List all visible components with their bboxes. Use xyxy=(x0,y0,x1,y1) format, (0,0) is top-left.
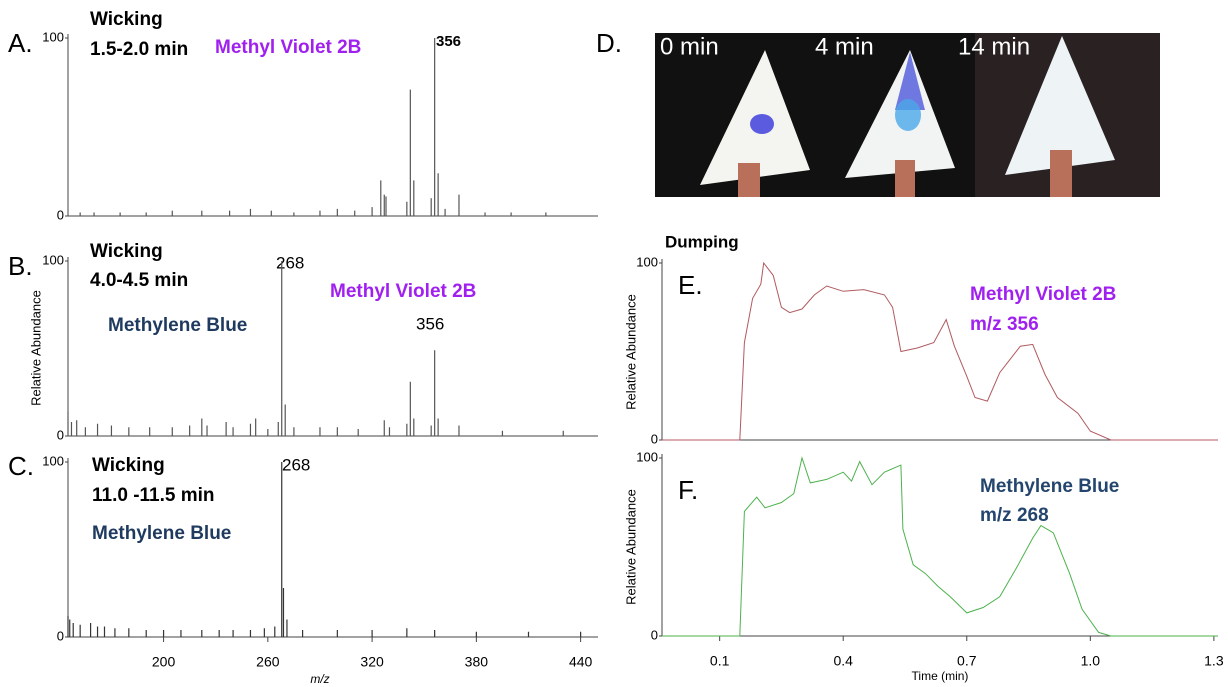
annotation: m/z 268 xyxy=(980,505,1049,526)
x-tick-label: 1.3 xyxy=(1204,653,1224,669)
y-tick-label: 0 xyxy=(57,628,64,643)
annotation: 1.5-2.0 min xyxy=(90,39,188,60)
x-tick-label: 0.1 xyxy=(710,653,730,669)
annotation: 11.0 -11.5 min xyxy=(92,485,215,506)
photo-panel: D. 0 min 4 min 14 min xyxy=(596,28,1160,197)
y-axis-label: Relative Abundance xyxy=(28,290,43,406)
y-tick-label: 100 xyxy=(42,453,64,468)
annotation: Methyl Violet 2B xyxy=(215,37,361,58)
y-tick-label: 0 xyxy=(57,427,64,442)
x-axis-label: m/z xyxy=(310,672,329,686)
annotation: 4.0-4.5 min xyxy=(90,270,188,291)
frame-label: 14 min xyxy=(958,33,1030,60)
x-axis-label: Time (min) xyxy=(912,669,969,683)
annotation: Wicking xyxy=(90,9,163,30)
paper-holder xyxy=(738,163,760,197)
panel-label: D. xyxy=(596,28,622,58)
annotation: 268 xyxy=(282,455,310,474)
frame-label: 4 min xyxy=(815,33,874,60)
x-tick-label: 380 xyxy=(465,654,489,670)
trace xyxy=(662,261,1218,441)
x-tick-label: 200 xyxy=(152,654,176,670)
y-axis-label: Relative Abundance xyxy=(623,489,638,605)
annotation: Methyl Violet 2B xyxy=(330,281,476,302)
x-tick-label: 0.7 xyxy=(957,653,977,669)
trace xyxy=(662,456,1218,637)
panel-label: E. xyxy=(678,270,703,300)
annotation: Methylene Blue xyxy=(980,476,1119,497)
y-tick-label: 0 xyxy=(651,431,658,446)
panel-label: B. xyxy=(8,251,33,281)
dye-front xyxy=(895,52,925,110)
x-tick-label: 440 xyxy=(569,654,593,670)
panel-title: Dumping xyxy=(665,232,739,251)
x-tick-label: 1.0 xyxy=(1081,653,1101,669)
x-tick-label: 0.4 xyxy=(833,653,853,669)
y-tick-label: 0 xyxy=(651,627,658,642)
annotation: Wicking xyxy=(92,455,165,476)
y-axis-label: Relative Abundance xyxy=(623,294,638,410)
x-tick-label: 320 xyxy=(360,654,384,670)
paper-triangle xyxy=(1005,36,1115,175)
annotation: m/z 356 xyxy=(970,314,1039,335)
annotation: Methyl Violet 2B xyxy=(970,284,1116,305)
y-tick-label: 100 xyxy=(42,252,64,267)
annotation: 356 xyxy=(416,314,444,333)
annotation: 268 xyxy=(276,253,304,272)
dye-spot xyxy=(750,114,774,134)
panel-label: C. xyxy=(8,451,34,481)
y-tick-label: 0 xyxy=(57,207,64,222)
paper-holder xyxy=(895,160,915,197)
panel-label: A. xyxy=(8,28,33,58)
y-tick-label: 100 xyxy=(42,29,64,44)
y-tick-label: 100 xyxy=(636,254,658,269)
y-tick-label: 100 xyxy=(636,449,658,464)
dye-spot xyxy=(895,99,921,131)
paper-holder xyxy=(1050,150,1072,197)
x-tick-label: 260 xyxy=(256,654,280,670)
annotation: 356 xyxy=(436,33,461,50)
frame-label: 0 min xyxy=(660,33,719,60)
panel-label: F. xyxy=(678,475,698,505)
annotation: Methylene Blue xyxy=(92,523,231,544)
annotation: Wicking xyxy=(90,241,163,262)
annotation: Methylene Blue xyxy=(108,315,247,336)
